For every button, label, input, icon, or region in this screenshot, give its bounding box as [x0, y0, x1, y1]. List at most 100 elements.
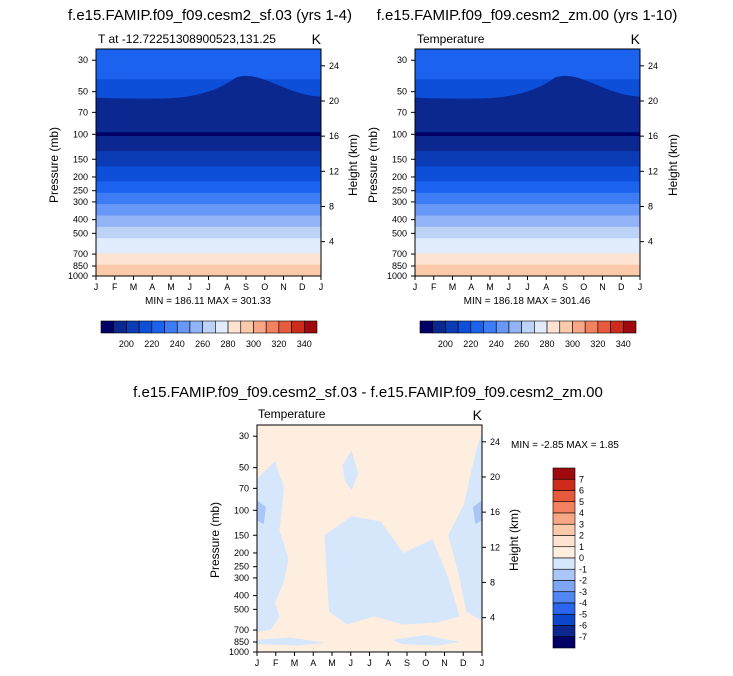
p1-band: [96, 204, 321, 209]
p2-ytick-label: 700: [392, 249, 407, 259]
p2-xtick-label: A: [543, 282, 549, 292]
p1-ytick-label: 250: [73, 186, 88, 196]
p1-colorbar-label: 280: [221, 339, 236, 349]
p1-band: [96, 272, 321, 276]
panel-2-title: f.e15.FAMIP.f09_f09.cesm2_zm.00 (yrs 1-1…: [377, 7, 678, 24]
p2-band: [415, 162, 640, 167]
p3-xtick-label: O: [422, 658, 429, 668]
p2-colorbar-cell: [483, 320, 497, 334]
p1-band: [96, 230, 321, 235]
p3-colorbar-cell: [552, 512, 576, 525]
p1-band: [96, 219, 321, 224]
p2-colorbar-cell: [546, 320, 561, 334]
p1-colorbar-cell: [126, 320, 140, 334]
p1-colorbar-cell: [278, 320, 292, 334]
p3-colorbar-cell: [552, 467, 576, 480]
p3-negative-region-strong: [257, 500, 266, 525]
p1-htick-label: 24: [329, 61, 339, 71]
p2-band: [415, 185, 640, 190]
p2-colorbar-cell: [495, 320, 510, 334]
p1-ytick-label: 700: [73, 249, 88, 259]
p3-negative-region: [448, 431, 482, 621]
p1-colorbar-label: 340: [297, 339, 312, 349]
p3-ytick-label: 1000: [229, 647, 249, 657]
p2-band: [415, 109, 640, 114]
p3-ytick-label: 700: [234, 625, 249, 635]
p1-band: [96, 117, 321, 122]
p1-band: [96, 223, 321, 228]
p3-negative-region: [342, 450, 359, 491]
p1-band: [96, 177, 321, 183]
p1-band: [96, 257, 321, 262]
p1-xtick-label: J: [319, 282, 324, 292]
p3-colorbar-cell: [552, 501, 576, 514]
p3-negative-region: [324, 516, 460, 625]
p1-colorbar-cell: [164, 320, 178, 334]
p3-xtick-label: M: [328, 658, 336, 668]
p2-xtick-label: M: [486, 282, 494, 292]
p1-xtick-label: D: [299, 282, 306, 292]
p2-band: [415, 188, 640, 194]
p2-stratospheric-wave: [415, 75, 640, 112]
p2-band: [415, 272, 640, 276]
panel-2-ylabel-right: Height (km): [666, 134, 680, 196]
panel-3-unit: K: [473, 407, 483, 423]
p2-band: [415, 177, 640, 183]
p3-colorbar-cell: [552, 591, 576, 604]
p2-htick-label: 16: [648, 131, 658, 141]
p3-colorbar-cell: [552, 546, 576, 559]
p3-ytick-label: 200: [234, 548, 249, 558]
p3-ytick-label: 850: [234, 637, 249, 647]
panel-2-colorbar: 200 220 240 260 280 300 320 340: [419, 320, 637, 349]
p1-ytick-label: 300: [73, 197, 88, 207]
p1-colorbar-cell: [303, 320, 318, 334]
p2-colorbar-label: 300: [565, 339, 580, 349]
p2-band: [415, 113, 640, 118]
p3-xtick-label: J: [255, 658, 260, 668]
p1-band: [96, 64, 321, 69]
p2-colorbar-label: 200: [438, 339, 453, 349]
p1-band: [96, 120, 321, 126]
p2-band: [415, 154, 640, 160]
p2-band: [415, 143, 640, 148]
p2-band: [415, 132, 640, 137]
p1-colorbar-cell: [215, 320, 229, 334]
p2-colorbar-cell: [419, 320, 434, 334]
p2-band: [415, 223, 640, 228]
p2-band: [415, 49, 640, 54]
panel-3-ylabel-right: Height (km): [507, 509, 521, 571]
p1-htick-label: 16: [329, 131, 339, 141]
p1-ytick-label: 100: [73, 129, 88, 139]
p2-band: [415, 249, 640, 254]
p1-htick-label: 12: [329, 166, 339, 176]
p1-band: [96, 147, 321, 152]
p1-xtick-label: J: [206, 282, 211, 292]
p1-colorbar-cell: [113, 320, 127, 334]
p2-colorbar-cell: [559, 320, 573, 334]
p1-ytick-label: 850: [73, 261, 88, 271]
p3-colorbar-cell: [552, 568, 576, 581]
p2-colorbar-cell: [445, 320, 459, 334]
p3-ytick-label: 150: [234, 530, 249, 540]
p2-colorbar-cell: [508, 320, 522, 334]
p3-ytick-label: 100: [234, 505, 249, 515]
panel-2-unit: K: [631, 31, 641, 47]
p1-band: [96, 241, 321, 247]
p1-ytick-label: 400: [73, 215, 88, 225]
p3-colorbar-cell: [552, 613, 576, 626]
p3-ytick-label: 250: [234, 562, 249, 572]
p2-xtick-label: O: [580, 282, 587, 292]
p1-ytick-label: 150: [73, 154, 88, 164]
p3-ytick-label: 300: [234, 573, 249, 583]
p1-band: [96, 86, 321, 92]
p2-band: [415, 151, 640, 156]
p1-band: [96, 170, 321, 175]
p2-xtick-label: N: [599, 282, 606, 292]
p1-xtick-label: M: [130, 282, 138, 292]
p2-band: [415, 234, 640, 239]
p2-band: [415, 257, 640, 262]
p2-htick-label: 12: [648, 166, 658, 176]
